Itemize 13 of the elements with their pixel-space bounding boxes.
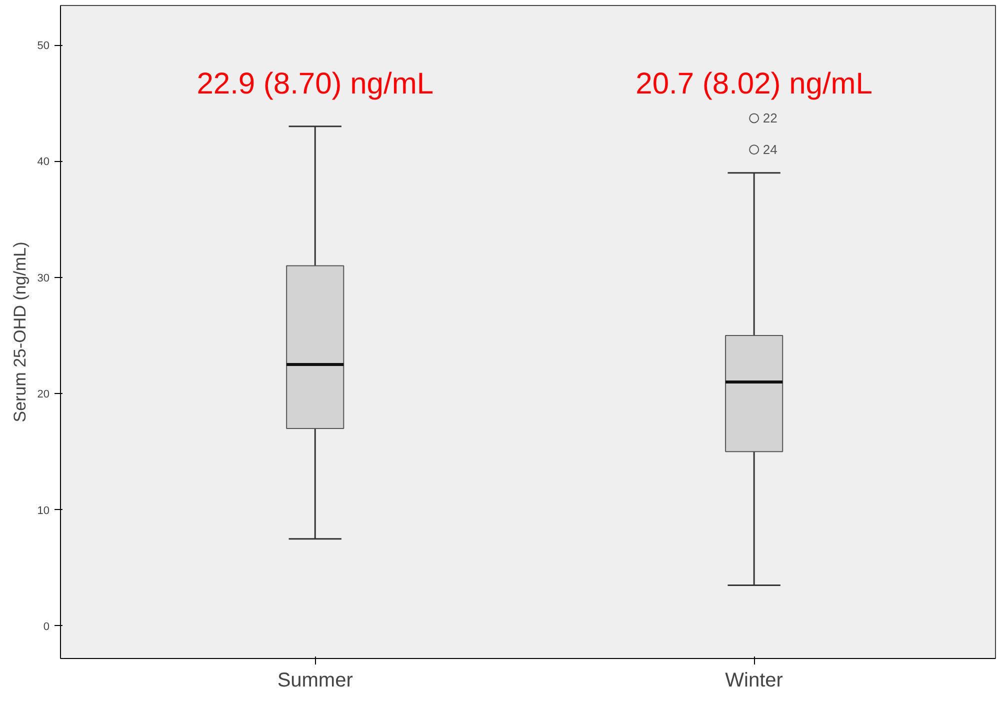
x-tick-label: Summer (277, 670, 354, 692)
y-axis-title: Serum 25-OHD (ng/mL) (10, 242, 30, 422)
annotation: 24 (762, 142, 778, 158)
y-tick-label: 50 (37, 40, 50, 52)
y-tick-label: 0 (43, 620, 50, 633)
y-tick-label: 30 (37, 272, 50, 284)
y-tick-label: 10 (37, 504, 50, 517)
annotation: 20.7 (8.02) ng/mL (636, 67, 872, 100)
y-tick-label: 40 (37, 156, 50, 168)
y-tick-label: 20 (37, 388, 50, 401)
x-tick-label: Winter (725, 670, 784, 692)
annotation: 22 (762, 110, 778, 126)
annotation: 22.9 (8.70) ng/mL (196, 67, 434, 100)
